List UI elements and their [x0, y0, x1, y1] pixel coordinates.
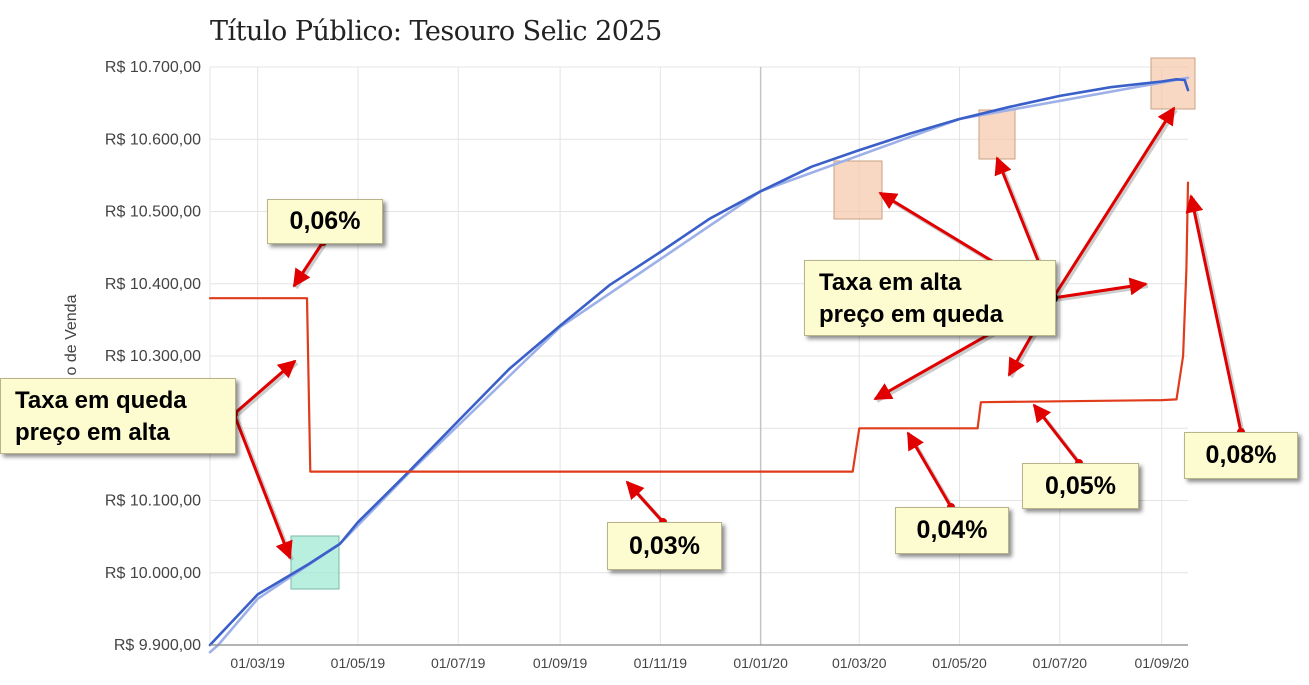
x-tick-label: 01/05/20	[932, 655, 987, 671]
arrow-shadow	[1054, 284, 1149, 302]
annotation-rate-rising-line2: preço em queda	[819, 301, 1004, 328]
y-tick-label: R$ 10.100,00	[105, 493, 201, 510]
rate-line	[208, 181, 1190, 473]
annotation-rate-rising-line1: Taxa em alta	[819, 269, 962, 296]
y-tick-label: R$ 9.900,00	[114, 637, 201, 654]
annotation-rate-008: 0,08%	[1184, 432, 1298, 479]
annotation-rate-rising: Taxa em alta preço em queda	[804, 260, 1056, 336]
chart-title: Título Público: Tesouro Selic 2025	[210, 16, 662, 47]
highlight-box-rising	[290, 535, 340, 590]
annotation-rate-006: 0,06%	[267, 199, 383, 244]
x-tick-label: 01/07/20	[1033, 655, 1088, 671]
y-tick-label: R$ 10.300,00	[105, 348, 201, 365]
arrow	[1051, 106, 1176, 299]
arrow	[1052, 277, 1148, 300]
x-tick-label: 01/11/19	[634, 655, 688, 671]
x-tick-label: 01/03/20	[832, 655, 887, 671]
arrow-shadow	[294, 242, 327, 290]
highlight-box-falling-2	[978, 109, 1016, 160]
annotation-rate-004: 0,04%	[895, 507, 1009, 554]
x-tick-label: 01/05/19	[331, 655, 386, 671]
price-line	[208, 78, 1190, 647]
highlight-box-falling-1	[833, 160, 883, 220]
x-tick-label: 01/01/20	[733, 655, 788, 671]
y-tick-label: R$ 10.500,00	[105, 204, 201, 221]
arrow-shadow	[234, 361, 299, 418]
arrow-shadow	[1053, 108, 1178, 302]
arrow	[625, 480, 665, 524]
arrow	[906, 431, 953, 508]
y-axis-label: o de Venda	[63, 294, 80, 376]
x-tick-label: 01/07/19	[431, 655, 486, 671]
x-tick-label: 01/09/19	[533, 655, 588, 671]
y-tick-label: R$ 10.600,00	[105, 131, 201, 148]
y-tick-label: R$ 10.000,00	[105, 565, 201, 582]
arrow	[292, 241, 325, 288]
annotation-rate-003: 0,03%	[607, 522, 722, 570]
y-tick-label: R$ 10.400,00	[105, 276, 201, 293]
y-tick-label: R$ 10.700,00	[105, 59, 201, 76]
annotation-rate-falling-line2: preço em alta	[15, 419, 170, 446]
arrow	[233, 359, 297, 416]
x-tick-label: 01/09/20	[1134, 655, 1189, 671]
arrow-shadow	[1191, 197, 1245, 435]
annotation-rate-005: 0,05%	[1022, 463, 1139, 509]
x-tick-label: 01/03/19	[230, 655, 285, 671]
arrow	[1185, 194, 1243, 433]
annotation-rate-falling: Taxa em queda preço em alta	[0, 378, 236, 454]
arrow	[232, 413, 293, 560]
annotation-rate-falling-line1: Taxa em queda	[15, 387, 187, 414]
arrow	[1032, 403, 1081, 464]
